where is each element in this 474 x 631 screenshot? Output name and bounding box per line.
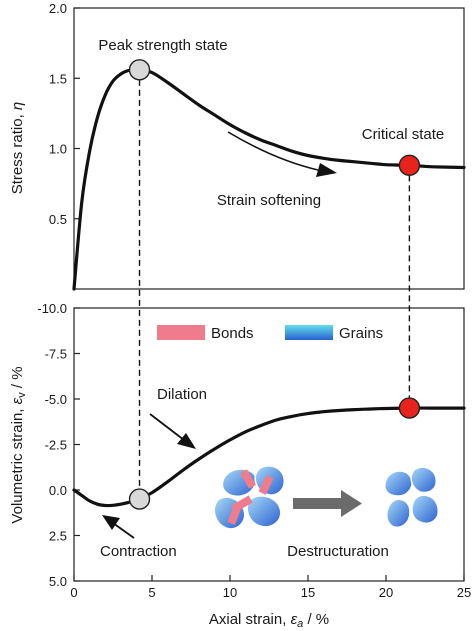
bonds-legend-label: Bonds: [211, 325, 254, 342]
strain-softening-arrow: [227, 131, 319, 171]
contraction-label: Contraction: [100, 543, 177, 560]
critical-state-label: Critical state: [362, 126, 445, 143]
x-tick-label: 25: [457, 585, 471, 600]
x-tick-label: 5: [148, 585, 155, 600]
guide-lines: [138, 69, 411, 500]
bottom-y-axis-title: Volumetric strain, εv / %: [9, 366, 28, 523]
state-markers: [128, 59, 421, 510]
top-state-marker: [128, 59, 151, 81]
x-tick-label: 0: [70, 585, 77, 600]
bottom-y-tick-label: 2.5: [49, 529, 67, 544]
bottom-y-tick-label: 0.0: [49, 483, 67, 498]
bottom-y-tick-label: -10.0: [37, 301, 67, 316]
strain-softening-label: Strain softening: [217, 192, 321, 209]
volumetric-strain-curve: [72, 406, 466, 508]
bottom-state-marker: [128, 488, 151, 510]
top-y-tick-label: 2.0: [49, 1, 67, 16]
peak-strength-label: Peak strength state: [98, 37, 227, 54]
bottom-state-marker: [398, 397, 421, 419]
stress-ratio-curve: [72, 68, 466, 291]
top-y-tick-label: 0.5: [49, 212, 67, 227]
bottom-y-tick-label: -7.5: [45, 347, 67, 362]
separated-grains-illustration: [384, 466, 439, 528]
grains-legend-label: Grains: [339, 325, 383, 342]
bottom-y-tick-label: -2.5: [45, 438, 67, 453]
x-tick-label: 20: [379, 585, 393, 600]
destructuration-label: Destructuration: [287, 543, 389, 560]
grains-legend-swatch: [285, 325, 333, 340]
top-y-ticks: 0.5 1.0 1.5 2.0: [49, 1, 80, 227]
strain-softening-arrowhead: [316, 163, 337, 177]
bottom-y-tick-label: 5.0: [49, 574, 67, 589]
process-arrow-shaft: [293, 498, 343, 509]
bottom-panel-frame: [73, 307, 465, 582]
bottom-axis-ticks: -10.0 -7.5 -5.0 -2.5 0.0 2.5 5.00 5 10 15 20 25: [37, 301, 471, 600]
top-y-tick-label: 1.0: [49, 142, 67, 157]
x-tick-label: 10: [223, 585, 237, 600]
dilation-arrowhead: [177, 433, 196, 449]
bottom-y-tick-label: -5.0: [45, 392, 67, 407]
top-y-axis-title: Stress ratio, η: [9, 102, 26, 195]
x-tick-label: 15: [301, 585, 315, 600]
bonds-legend-swatch: [157, 325, 205, 340]
top-state-marker: [398, 154, 421, 177]
x-axis-title: Axial strain, εa / %: [209, 611, 329, 630]
bonded-grains-illustration: [213, 465, 285, 530]
dilation-arrow-line: [149, 413, 185, 441]
dilation-label: Dilation: [157, 386, 207, 403]
top-y-tick-label: 1.5: [49, 71, 67, 86]
process-arrowhead: [341, 490, 362, 517]
contraction-arrow-line: [112, 522, 135, 539]
contraction-arrowhead: [102, 515, 120, 530]
